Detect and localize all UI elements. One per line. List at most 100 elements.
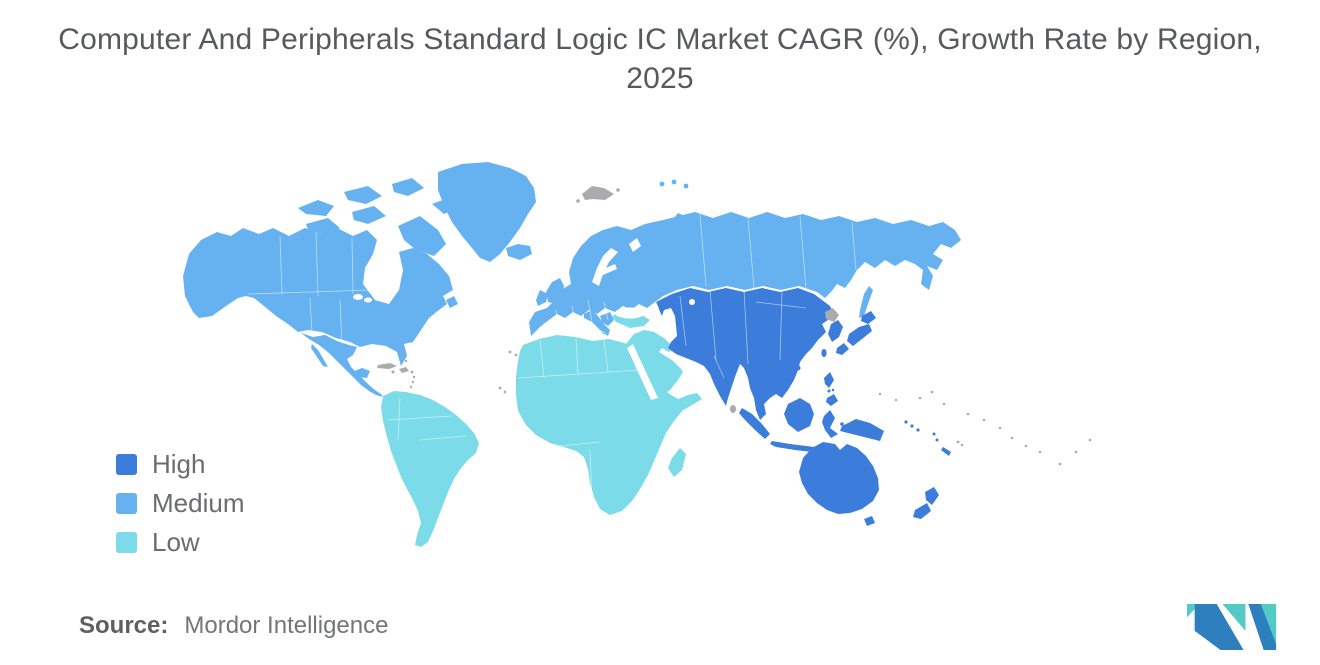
page-title: Computer And Peripherals Standard Logic … [40, 20, 1280, 98]
landmass-canada-us-alaska [183, 228, 453, 366]
legend-label-low: Low [152, 527, 200, 557]
legend-swatch-high [116, 453, 137, 475]
landmass-philippines-mindanao [826, 394, 838, 406]
landmass-cape-verde-1 [498, 386, 502, 390]
landmass-jamaica [391, 370, 395, 374]
legend-label-medium: Medium [152, 488, 245, 518]
landmass-taiwan [821, 349, 827, 357]
landmass-arctic-island-1 [298, 200, 334, 216]
landmass-pacific-8 [1024, 444, 1028, 448]
landmass-greenland [438, 162, 536, 262]
landmass-svalbard [582, 186, 614, 200]
landmass-antilles-1 [412, 375, 416, 379]
landmass-antilles-3 [409, 385, 413, 389]
logo-shape-teal-corner [1187, 604, 1200, 618]
great-lake-michigan [364, 297, 372, 303]
landmass-new-guinea [840, 419, 884, 441]
aral-sea [689, 299, 695, 305]
landmass-svalbard-3 [616, 188, 620, 192]
landmass-tasmania [864, 516, 875, 526]
landmass-canary-2 [514, 353, 518, 357]
landmass-novaya-zemlya [666, 213, 685, 240]
landmass-bahamas-1 [400, 356, 404, 360]
landmass-solomons-3 [916, 428, 920, 432]
landmass-arctic-island-5 [352, 206, 386, 224]
region-asia-pacific[interactable] [656, 288, 951, 526]
caspian-sea [662, 308, 677, 342]
landmass-pacific-11 [1074, 450, 1078, 454]
logo-shape-blue-left [1194, 604, 1244, 650]
region-south-america[interactable] [381, 391, 479, 547]
country-borders [247, 213, 857, 501]
landmass-south-america [381, 391, 479, 547]
mordor-intelligence-logo [1187, 604, 1277, 650]
landmass-micronesia-2 [894, 398, 898, 402]
region-north-america[interactable] [183, 162, 536, 397]
landmass-vanuatu-2 [935, 438, 939, 442]
legend-item-low: Low [116, 527, 244, 557]
landmass-sulawesi [822, 410, 838, 438]
landmass-arctic-island-2 [344, 186, 382, 204]
title-line-1: Computer And Peripherals Standard Logic … [58, 23, 1262, 56]
landmass-bahamas-2 [404, 359, 408, 363]
landmass-sumatra [739, 408, 770, 439]
persian-gulf [659, 348, 678, 362]
landmass-cape-verde-2 [503, 390, 507, 394]
source-value: Mordor Intelligence [184, 612, 389, 639]
landmass-crete [602, 331, 606, 335]
landmass-java [770, 441, 815, 452]
legend-label-high: High [152, 449, 206, 479]
landmass-hispaniola [399, 367, 409, 373]
landmass-yucatan [352, 368, 370, 378]
landmass-sri-lanka [730, 405, 736, 413]
landmass-pacific-12 [1088, 438, 1092, 442]
landmass-pacific-10 [1058, 462, 1062, 466]
landmass-new-caledonia [941, 447, 951, 456]
region-no-data[interactable] [377, 186, 1092, 466]
landmass-pacific-9 [1038, 450, 1042, 454]
landmass-asia-main [656, 288, 834, 420]
landmass-cuba [377, 363, 397, 369]
landmass-italy [584, 310, 610, 336]
landmass-sakhalin [859, 286, 873, 318]
landmass-philippines-luzon [824, 372, 834, 388]
legend: High Medium Low [116, 449, 245, 569]
landmass-solomons-2 [910, 424, 914, 428]
landmass-pacific-6 [998, 426, 1002, 430]
landmass-baja-california [311, 344, 328, 367]
landmass-baffin-island [398, 216, 446, 256]
landmass-arctic-island-4 [306, 218, 340, 234]
landmass-pacific-2 [930, 390, 934, 394]
landmass-japan-kyushu [836, 343, 849, 355]
legend-item-high: High [116, 449, 244, 479]
landmass-great-britain [546, 278, 564, 304]
landmass-japan-hokkaido [861, 311, 876, 324]
landmass-puerto-rico [410, 370, 414, 374]
landmass-fiji-2 [960, 443, 964, 447]
landmass-arctic-island-3 [392, 178, 424, 196]
source-label: Source: [79, 612, 169, 639]
landmass-franz-josef-1 [659, 181, 665, 187]
landmass-australia [799, 442, 879, 514]
landmass-pacific-5 [982, 418, 986, 422]
landmass-africa [516, 335, 702, 515]
landmass-greece [600, 312, 614, 326]
landmass-mexico [301, 333, 383, 397]
source-line: Source: Mordor Intelligence [79, 612, 388, 640]
landmass-iceland [506, 244, 532, 260]
landmass-ireland [536, 290, 548, 306]
landmass-japan-honshu [847, 324, 872, 346]
landmass-fiji-1 [956, 440, 960, 444]
great-lake-ontario [373, 294, 379, 298]
legend-item-medium: Medium [116, 488, 245, 518]
great-lake-superior [353, 294, 363, 300]
landmass-newfoundland [446, 296, 458, 308]
landmass-moluccas-1 [840, 422, 844, 426]
red-sea [627, 344, 658, 400]
landmass-philippines-visayas-1 [827, 389, 831, 393]
legend-swatch-medium [116, 492, 137, 514]
landmass-pacific-7 [1010, 436, 1014, 440]
landmass-hainan [795, 365, 801, 371]
